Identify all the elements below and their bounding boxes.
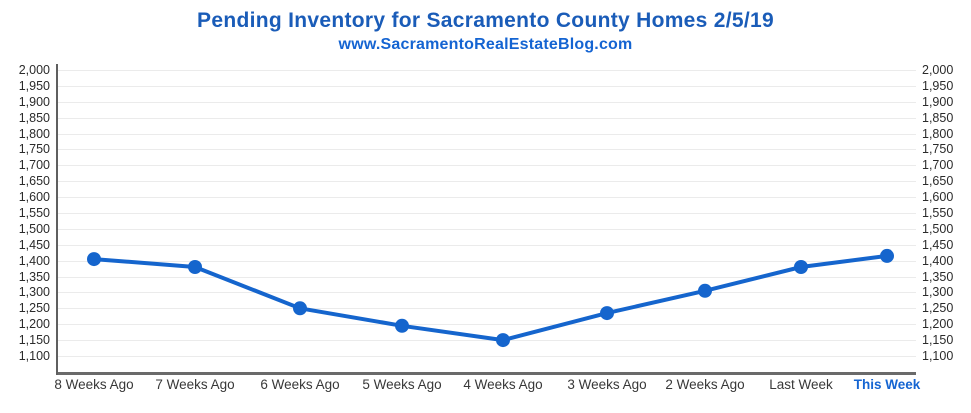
- x-axis-tick: 4 Weeks Ago: [463, 377, 543, 392]
- y-axis-tick-left: 1,600: [18, 190, 50, 205]
- gridline: [58, 276, 916, 278]
- gridline: [58, 117, 916, 119]
- y-axis-tick-right: 1,600: [922, 190, 954, 205]
- y-axis-tick-left: 1,650: [18, 174, 50, 189]
- y-axis-tick-right: 1,550: [922, 205, 954, 220]
- x-axis-line: [58, 372, 916, 375]
- y-axis-tick-left: 1,150: [18, 333, 50, 348]
- gridline: [58, 197, 916, 199]
- data-point: [87, 252, 101, 267]
- data-point: [698, 283, 712, 298]
- series-line: [92, 253, 889, 343]
- data-point: [496, 333, 510, 348]
- y-axis-tick-left: 1,750: [18, 142, 50, 157]
- y-axis-tick-right: 1,700: [922, 158, 954, 173]
- data-point: [794, 260, 808, 274]
- gridline: [58, 181, 916, 183]
- x-axis-tick: 2 Weeks Ago: [665, 377, 745, 392]
- y-axis-tick-left: 1,900: [18, 94, 50, 109]
- y-axis-tick-right: 1,450: [922, 237, 954, 252]
- y-axis-tick-right: 1,100: [922, 348, 954, 363]
- y-axis-tick-left: 1,200: [18, 317, 50, 332]
- y-axis-tick-left: 1,450: [18, 237, 50, 252]
- x-axis-tick: This Week: [853, 377, 921, 392]
- data-point: [395, 318, 409, 333]
- data-point: [880, 248, 894, 263]
- gridline: [58, 340, 916, 342]
- y-axis-tick-right: 2,000: [922, 63, 954, 77]
- y-axis-tick-right: 1,300: [922, 285, 954, 300]
- plot-area: [56, 64, 916, 375]
- y-axis-tick-right: 1,850: [922, 110, 954, 125]
- y-axis-tick-right: 1,500: [922, 221, 954, 236]
- y-axis-tick-right: 1,800: [922, 126, 954, 141]
- y-axis-tick-left: 1,700: [18, 158, 50, 173]
- y-axis-tick-right: 1,650: [922, 174, 954, 189]
- data-point: [188, 260, 202, 274]
- y-axis-tick-right: 1,200: [922, 317, 954, 332]
- gridline: [58, 70, 916, 71]
- gridline: [58, 228, 916, 230]
- y-axis-tick-left: 1,300: [18, 285, 50, 300]
- x-axis-tick: 7 Weeks Ago: [155, 377, 235, 392]
- y-axis-tick-right: 1,250: [922, 301, 954, 316]
- gridline: [58, 355, 916, 357]
- chart-subtitle: www.SacramentoRealEstateBlog.com: [338, 36, 633, 53]
- data-point: [293, 301, 307, 316]
- y-axis-tick-right: 1,150: [922, 333, 954, 348]
- y-axis-tick-left: 1,800: [18, 126, 50, 141]
- data-point: [600, 306, 614, 321]
- gridline: [58, 308, 916, 310]
- y-axis-tick-left: 1,950: [18, 78, 50, 93]
- gridline: [58, 212, 916, 214]
- gridline: [58, 85, 916, 87]
- gridline: [58, 165, 916, 167]
- x-axis-tick: 6 Weeks Ago: [260, 377, 340, 392]
- gridline: [58, 260, 916, 262]
- y-axis-tick-left: 1,500: [18, 221, 50, 236]
- y-axis-tick-right: 1,350: [922, 269, 954, 284]
- y-axis-tick-left: 2,000: [18, 63, 50, 77]
- y-axis-tick-right: 1,750: [922, 142, 954, 157]
- y-axis-tick-left: 1,550: [18, 205, 50, 220]
- line-series: [87, 248, 894, 348]
- x-axis-tick: Last Week: [769, 377, 833, 392]
- gridline: [58, 324, 916, 326]
- y-axis-tick-right: 1,900: [922, 94, 954, 109]
- y-axis-tick-left: 1,350: [18, 269, 50, 284]
- y-axis-tick-left: 1,250: [18, 301, 50, 316]
- gridline: [58, 101, 916, 103]
- y-axis-line: [56, 64, 58, 375]
- x-axis-tick: 8 Weeks Ago: [54, 377, 134, 392]
- y-axis-tick-right: 1,950: [922, 78, 954, 93]
- y-axis-tick-left: 1,400: [18, 253, 50, 268]
- x-axis-tick: 5 Weeks Ago: [362, 377, 442, 392]
- chart-title: Pending Inventory for Sacramento County …: [197, 9, 774, 32]
- gridline: [58, 149, 916, 151]
- gridline: [58, 133, 916, 135]
- y-axis-tick-right: 1,400: [922, 253, 954, 268]
- x-axis-tick: 3 Weeks Ago: [567, 377, 647, 392]
- gridline: [58, 292, 916, 294]
- y-axis-tick-left: 1,850: [18, 110, 50, 125]
- y-axis-tick-left: 1,100: [18, 348, 50, 363]
- gridline: [58, 244, 916, 246]
